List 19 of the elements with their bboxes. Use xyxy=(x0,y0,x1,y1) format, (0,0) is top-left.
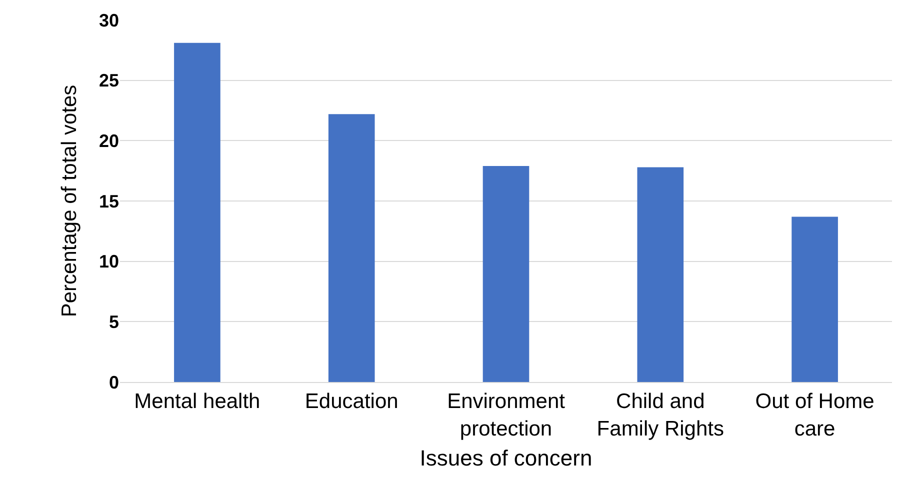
y-tick-label: 0 xyxy=(108,372,119,392)
bar xyxy=(792,216,838,382)
x-axis-title: Issues of concern xyxy=(420,445,592,470)
y-tick-label: 20 xyxy=(98,130,119,151)
y-tick-label: 25 xyxy=(98,70,119,91)
y-axis-title: Percentage of total votes xyxy=(58,84,82,318)
x-tick-label: Environment protection xyxy=(447,390,566,440)
y-tick-label: 15 xyxy=(98,191,119,212)
bar xyxy=(637,167,684,382)
y-tick-label: 30 xyxy=(98,10,119,30)
x-tick-label: Mental health xyxy=(134,390,260,414)
x-tick-label: Education xyxy=(304,390,398,414)
bar xyxy=(328,114,375,382)
bar xyxy=(174,42,220,382)
y-tick-label: 10 xyxy=(98,252,119,272)
bar xyxy=(482,166,530,382)
x-tick-label: Child and Family Rights xyxy=(596,390,724,440)
x-tick-label: Out of Home care xyxy=(755,390,874,440)
y-tick-label: 5 xyxy=(108,312,119,332)
